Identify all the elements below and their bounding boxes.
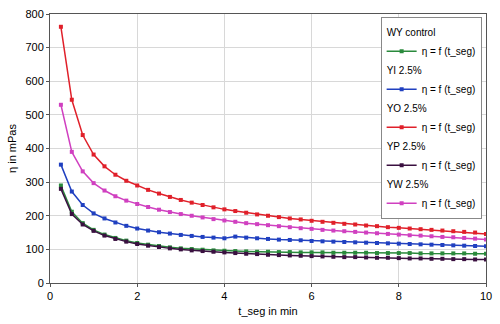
svg-text:0: 0 (38, 277, 44, 289)
svg-text:η = f (t_seg): η = f (t_seg) (422, 198, 476, 209)
svg-text:300: 300 (25, 176, 43, 188)
svg-text:10: 10 (480, 290, 492, 302)
svg-text:500: 500 (25, 109, 43, 121)
svg-text:η = f (t_seg): η = f (t_seg) (422, 46, 476, 57)
svg-text:YW 2.5%: YW 2.5% (387, 179, 429, 190)
svg-text:YP 2.5%: YP 2.5% (387, 141, 426, 152)
svg-text:200: 200 (25, 210, 43, 222)
svg-text:4: 4 (221, 290, 227, 302)
svg-text:8: 8 (396, 290, 402, 302)
svg-text:700: 700 (25, 41, 43, 53)
svg-text:100: 100 (25, 243, 43, 255)
svg-text:YI 2.5%: YI 2.5% (387, 65, 422, 76)
svg-text:800: 800 (25, 8, 43, 20)
svg-text:η = f (t_seg): η = f (t_seg) (422, 122, 476, 133)
svg-text:η = f (t_seg): η = f (t_seg) (422, 84, 476, 95)
svg-text:0: 0 (47, 290, 53, 302)
svg-text:η in mPas: η in mPas (6, 124, 18, 173)
svg-text:400: 400 (25, 142, 43, 154)
svg-text:6: 6 (309, 290, 315, 302)
svg-text:YO 2.5%: YO 2.5% (387, 103, 427, 114)
svg-text:η = f (t_seg): η = f (t_seg) (422, 160, 476, 171)
svg-text:600: 600 (25, 75, 43, 87)
svg-text:WY control: WY control (387, 27, 436, 38)
svg-text:2: 2 (134, 290, 140, 302)
svg-text:t_seg in min: t_seg in min (238, 305, 297, 317)
